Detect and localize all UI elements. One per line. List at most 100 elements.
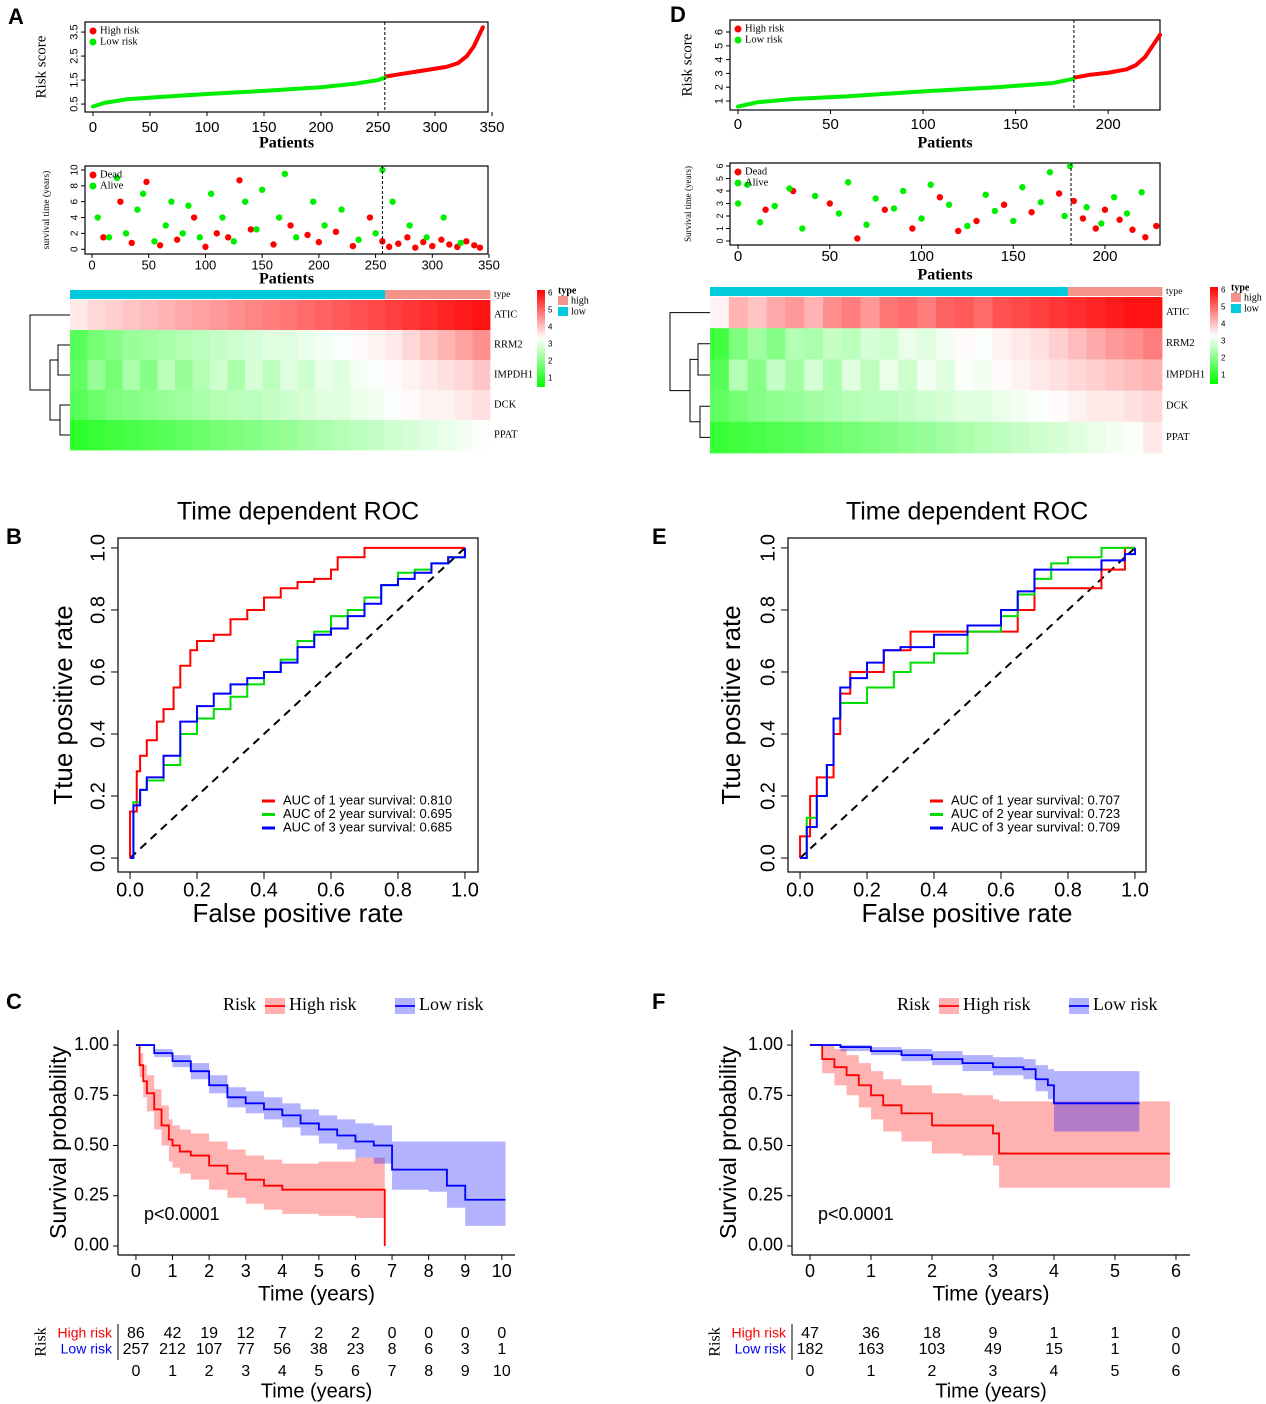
heat-cell — [898, 359, 918, 391]
heat-cell — [936, 297, 956, 329]
heat-cell — [280, 330, 298, 361]
chart-title: Time dependent ROC — [177, 498, 419, 526]
heat-cell — [420, 360, 438, 391]
heat-cell — [1143, 390, 1163, 423]
heat-cell — [262, 390, 281, 421]
y-tick-label: 6 — [713, 29, 725, 35]
patient-point — [835, 210, 843, 217]
patient-point — [890, 205, 898, 212]
annotation-cell — [350, 290, 368, 299]
heat-cell — [385, 330, 403, 361]
legend-swatch — [558, 296, 568, 305]
x-tick-label: 200 — [308, 257, 330, 272]
plot-frame — [84, 21, 489, 113]
heat-cell — [841, 297, 862, 329]
heat-cell — [70, 360, 88, 391]
heat-cell — [315, 300, 333, 331]
y-tick-label: 5 — [715, 176, 725, 181]
x-tick-label: 150 — [1003, 116, 1028, 133]
y-tick-label: 0.50 — [74, 1134, 109, 1154]
patient-point — [190, 214, 198, 221]
colorbar-tick-label: 5 — [1221, 303, 1226, 312]
heat-cell — [1086, 421, 1106, 454]
annotation-cell — [280, 290, 298, 299]
heat-cell — [1049, 297, 1069, 329]
heat-cell — [70, 330, 88, 361]
plot-frame — [84, 165, 489, 255]
y-tick-label: 8 — [70, 183, 81, 189]
annotation-cell — [1030, 287, 1050, 296]
y-axis-label: Ttue positive rate — [48, 605, 78, 804]
y-tick-label: 1 — [715, 226, 725, 231]
risk-table-count: 38 — [310, 1341, 328, 1358]
y-tick-label: 3 — [713, 70, 725, 76]
heat-cell — [898, 390, 918, 423]
x-tick-label: 9 — [460, 1261, 470, 1281]
patient-point — [1000, 201, 1008, 208]
x-tick-label: 8 — [424, 1261, 434, 1281]
annotation-cell — [747, 287, 767, 296]
annotation-cell — [245, 290, 263, 299]
heat-cell — [280, 420, 298, 451]
panel-label: F — [652, 989, 665, 1014]
heat-cell — [785, 390, 805, 423]
x-tick-label: 0.8 — [1054, 879, 1082, 901]
patient-point — [247, 226, 255, 233]
patient-point — [117, 198, 124, 205]
risk-table-tick-label: 9 — [461, 1363, 470, 1380]
risk-table-count: 49 — [984, 1341, 1002, 1358]
colorbar — [1210, 287, 1218, 384]
heat-cell — [728, 328, 749, 360]
patient-point — [1079, 215, 1087, 222]
annotation-cell — [157, 290, 176, 299]
risk-table-tick-label: 7 — [388, 1363, 397, 1380]
patient-point — [881, 206, 889, 213]
legend-label: AUC of 3 year survival: 0.709 — [951, 819, 1120, 834]
patient-point — [258, 186, 266, 193]
y-tick-label: 10 — [70, 164, 81, 176]
risk-table-count: 107 — [196, 1341, 223, 1358]
heat-cell — [823, 297, 843, 329]
heat-cell — [175, 360, 193, 391]
legend-marker — [734, 168, 742, 176]
heat-cell — [1086, 328, 1106, 360]
heat-cell — [420, 330, 438, 361]
y-tick-label: 0.6 — [87, 658, 109, 686]
confidence-band — [809, 1045, 1170, 1188]
patient-point — [909, 225, 916, 232]
x-tick-label: 10 — [492, 1261, 512, 1281]
heat-cell — [973, 297, 993, 329]
heat-cell — [455, 390, 473, 421]
annotation-cell — [785, 287, 805, 296]
heat-cell — [385, 420, 403, 451]
heat-cell — [917, 297, 937, 329]
heat-cell — [823, 328, 843, 360]
risk-table-count: 1 — [1050, 1325, 1059, 1342]
y-tick-label: 1 — [713, 98, 725, 104]
heat-cell — [297, 420, 316, 451]
heat-cell — [898, 421, 918, 454]
heat-cell — [105, 390, 123, 421]
heat-cell — [437, 330, 456, 361]
annotation-cell — [70, 290, 88, 299]
confidence-band — [809, 1045, 1140, 1132]
heat-cell — [455, 420, 473, 451]
x-tick-label: 250 — [365, 257, 387, 272]
heat-cell — [804, 359, 824, 391]
heat-cell — [728, 359, 749, 391]
patient-point — [1129, 226, 1136, 233]
annotation-cell — [227, 290, 246, 299]
heat-cell — [954, 390, 975, 423]
legend-title: type — [1231, 282, 1250, 293]
heat-cell — [1105, 297, 1125, 329]
y-tick-label: 1.00 — [74, 1034, 109, 1054]
x-tick-label: 5 — [314, 1261, 324, 1281]
annotation-cell — [823, 287, 843, 296]
risk-table-count: 2 — [351, 1325, 360, 1342]
heat-cell — [747, 390, 767, 423]
legend-marker — [734, 36, 742, 44]
patient-point — [179, 230, 186, 237]
x-tick-label: 150 — [251, 257, 273, 272]
annotation-cell — [1105, 287, 1125, 296]
heat-cell — [1049, 421, 1069, 454]
